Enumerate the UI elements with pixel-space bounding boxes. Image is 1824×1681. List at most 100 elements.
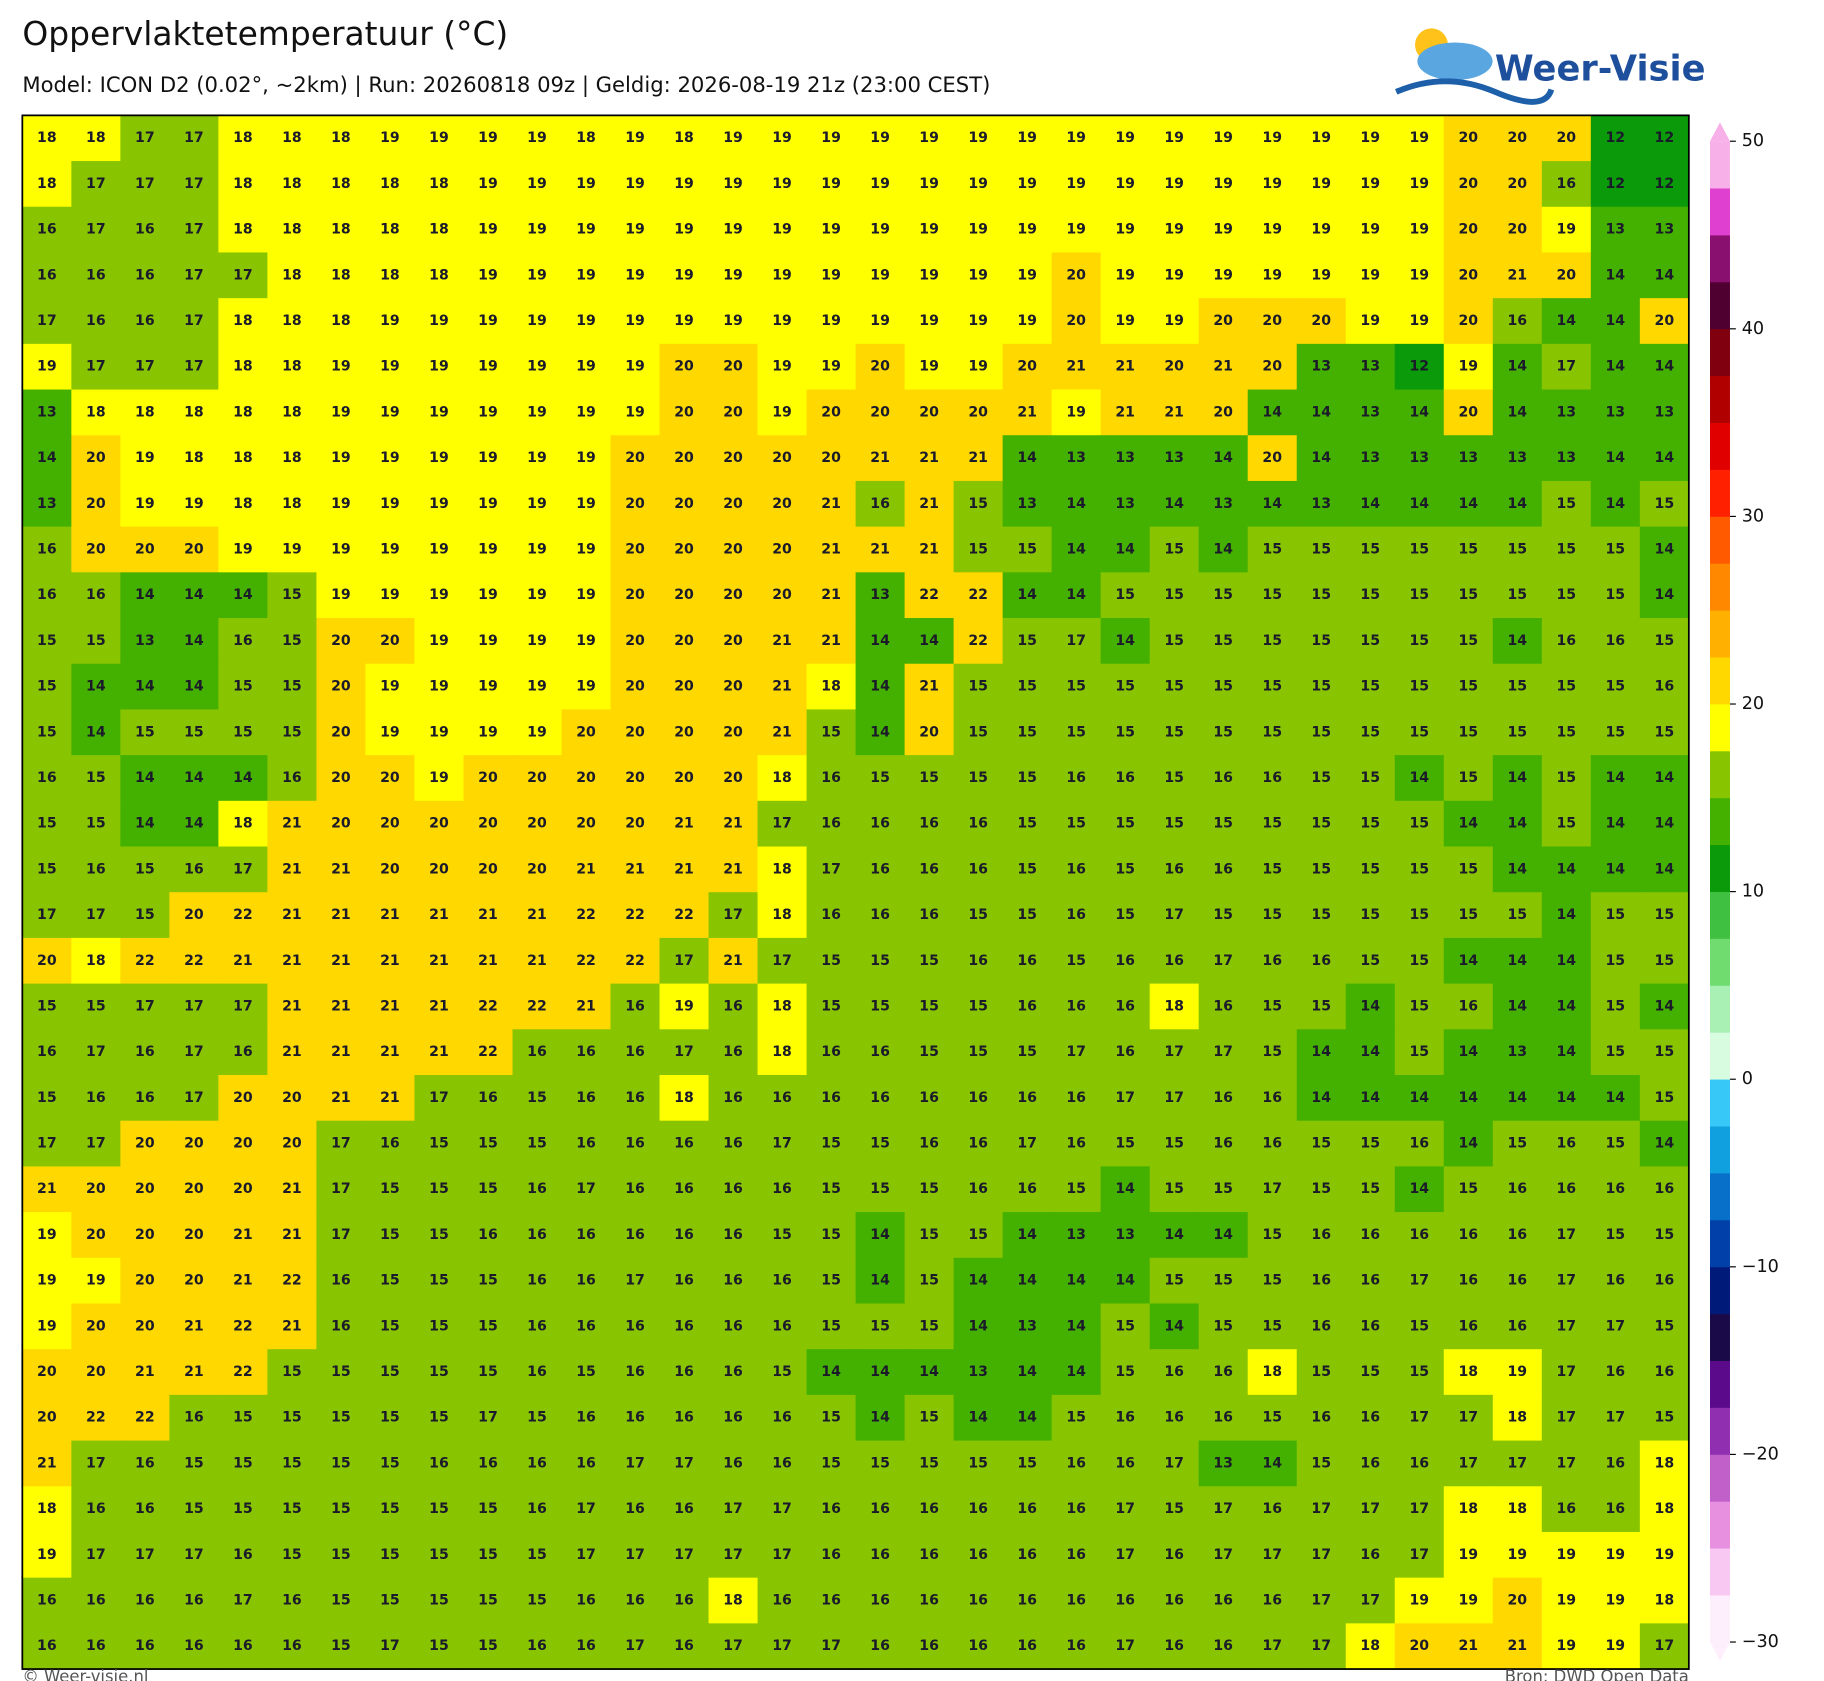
- temperature-label: 15: [527, 1410, 547, 1426]
- colorbar-tick-label: 30: [1742, 506, 1764, 526]
- temperature-label: 19: [478, 633, 498, 649]
- temperature-label: 19: [723, 267, 743, 283]
- temperature-label: 18: [282, 450, 302, 466]
- temperature-label: 19: [331, 404, 351, 420]
- temperature-label: 16: [1213, 770, 1233, 786]
- temperature-label: 17: [184, 176, 204, 192]
- temperature-cell: [1541, 572, 1592, 619]
- temperature-label: 21: [478, 953, 498, 969]
- temperature-cell: [365, 298, 416, 345]
- temperature-cell: [22, 1486, 72, 1533]
- temperature-label: 15: [1409, 1318, 1429, 1334]
- temperature-cell: [1443, 1440, 1494, 1487]
- temperature-cell: [22, 298, 72, 345]
- temperature-cell: [1149, 1486, 1200, 1533]
- temperature-cell: [659, 1623, 710, 1670]
- temperature-label: 18: [37, 130, 57, 146]
- temperature-cell: [267, 846, 318, 893]
- temperature-cell: [512, 755, 563, 802]
- temperature-cell: [1443, 480, 1494, 528]
- temperature-label: 19: [821, 176, 841, 192]
- temperature-label: 19: [1360, 313, 1380, 329]
- temperature-label: 19: [723, 130, 743, 146]
- temperature-cell: [267, 1394, 318, 1442]
- temperature-label: 22: [233, 1364, 253, 1380]
- temperature-cell: [904, 1029, 955, 1076]
- temperature-label: 14: [1409, 770, 1429, 786]
- temperature-cell: [1002, 1486, 1053, 1533]
- temperature-cell: [1100, 1486, 1151, 1533]
- temperature-cell: [169, 115, 219, 162]
- temperature-cell: [659, 1531, 710, 1579]
- temperature-label: 15: [478, 1593, 498, 1609]
- temperature-label: 20: [135, 541, 155, 557]
- temperature-cell: [1002, 663, 1053, 711]
- temperature-cell: [463, 1531, 514, 1579]
- temperature-label: 13: [135, 633, 155, 649]
- temperature-cell: [1590, 983, 1641, 1030]
- temperature-label: 15: [1409, 724, 1429, 740]
- temperature-cell: [414, 1577, 465, 1624]
- temperature-label: 21: [576, 861, 596, 877]
- temperature-label: 19: [625, 222, 645, 238]
- temperature-cell: [463, 1486, 514, 1533]
- temperature-label: 16: [919, 1501, 939, 1517]
- temperature-label: 15: [429, 1410, 449, 1426]
- temperature-label: 20: [772, 450, 792, 466]
- temperature-cell: [1345, 709, 1396, 756]
- temperature-label: 15: [1655, 1090, 1675, 1106]
- temperature-cell: [365, 115, 416, 162]
- temperature-cell: [708, 389, 759, 436]
- temperature-label: 19: [772, 313, 792, 329]
- temperature-cell: [1492, 1623, 1543, 1670]
- temperature-cell: [1296, 343, 1347, 391]
- temperature-cell: [708, 1029, 759, 1076]
- temperature-label: 17: [772, 953, 792, 969]
- temperature-cell: [414, 1074, 465, 1122]
- temperature-label: 16: [1164, 1410, 1184, 1426]
- temperature-label: 15: [1115, 907, 1135, 923]
- temperature-cell: [659, 1166, 710, 1213]
- temperature-cell: [1492, 526, 1543, 573]
- temperature-label: 16: [282, 770, 302, 786]
- temperature-label: 16: [1115, 1410, 1135, 1426]
- temperature-label: 15: [1556, 816, 1576, 832]
- temperature-cell: [463, 252, 514, 299]
- temperature-label: 19: [870, 176, 890, 192]
- temperature-cell: [1492, 1531, 1543, 1579]
- temperature-cell: [120, 252, 170, 299]
- temperature-cell: [757, 1120, 808, 1167]
- temperature-cell: [1198, 1440, 1249, 1487]
- temperature-cell: [1541, 709, 1592, 756]
- temperature-cell: [1296, 709, 1347, 756]
- temperature-cell: [904, 1623, 955, 1670]
- temperature-label: 17: [723, 1638, 743, 1654]
- temperature-cell: [1590, 298, 1641, 345]
- temperature-cell: [22, 1623, 72, 1670]
- temperature-cell: [1198, 709, 1249, 756]
- temperature-cell: [1247, 1486, 1298, 1533]
- temperature-label: 16: [1556, 176, 1576, 192]
- temperature-cell: [316, 435, 367, 482]
- temperature-label: 19: [1458, 1547, 1478, 1563]
- temperature-cell: [561, 389, 612, 436]
- temperature-label: 20: [625, 724, 645, 740]
- temperature-label: 21: [282, 1318, 302, 1334]
- temperature-cell: [610, 1531, 661, 1579]
- temperature-cell: [708, 161, 759, 208]
- temperature-cell: [1149, 115, 1200, 162]
- temperature-label: 19: [1213, 222, 1233, 238]
- temperature-cell: [1639, 1303, 1690, 1350]
- temperature-cell: [659, 298, 710, 345]
- temperature-cell: [267, 800, 318, 848]
- temperature-label: 15: [1164, 1181, 1184, 1197]
- temperature-label: 15: [919, 1273, 939, 1289]
- temperature-label: 19: [527, 404, 547, 420]
- temperature-label: 16: [1262, 1501, 1282, 1517]
- temperature-cell: [855, 1394, 906, 1442]
- temperature-label: 16: [968, 1136, 988, 1152]
- temperature-label: 20: [380, 816, 400, 832]
- temperature-label: 14: [1262, 404, 1282, 420]
- temperature-label: 20: [1017, 359, 1037, 375]
- temperature-cell: [1590, 1349, 1641, 1396]
